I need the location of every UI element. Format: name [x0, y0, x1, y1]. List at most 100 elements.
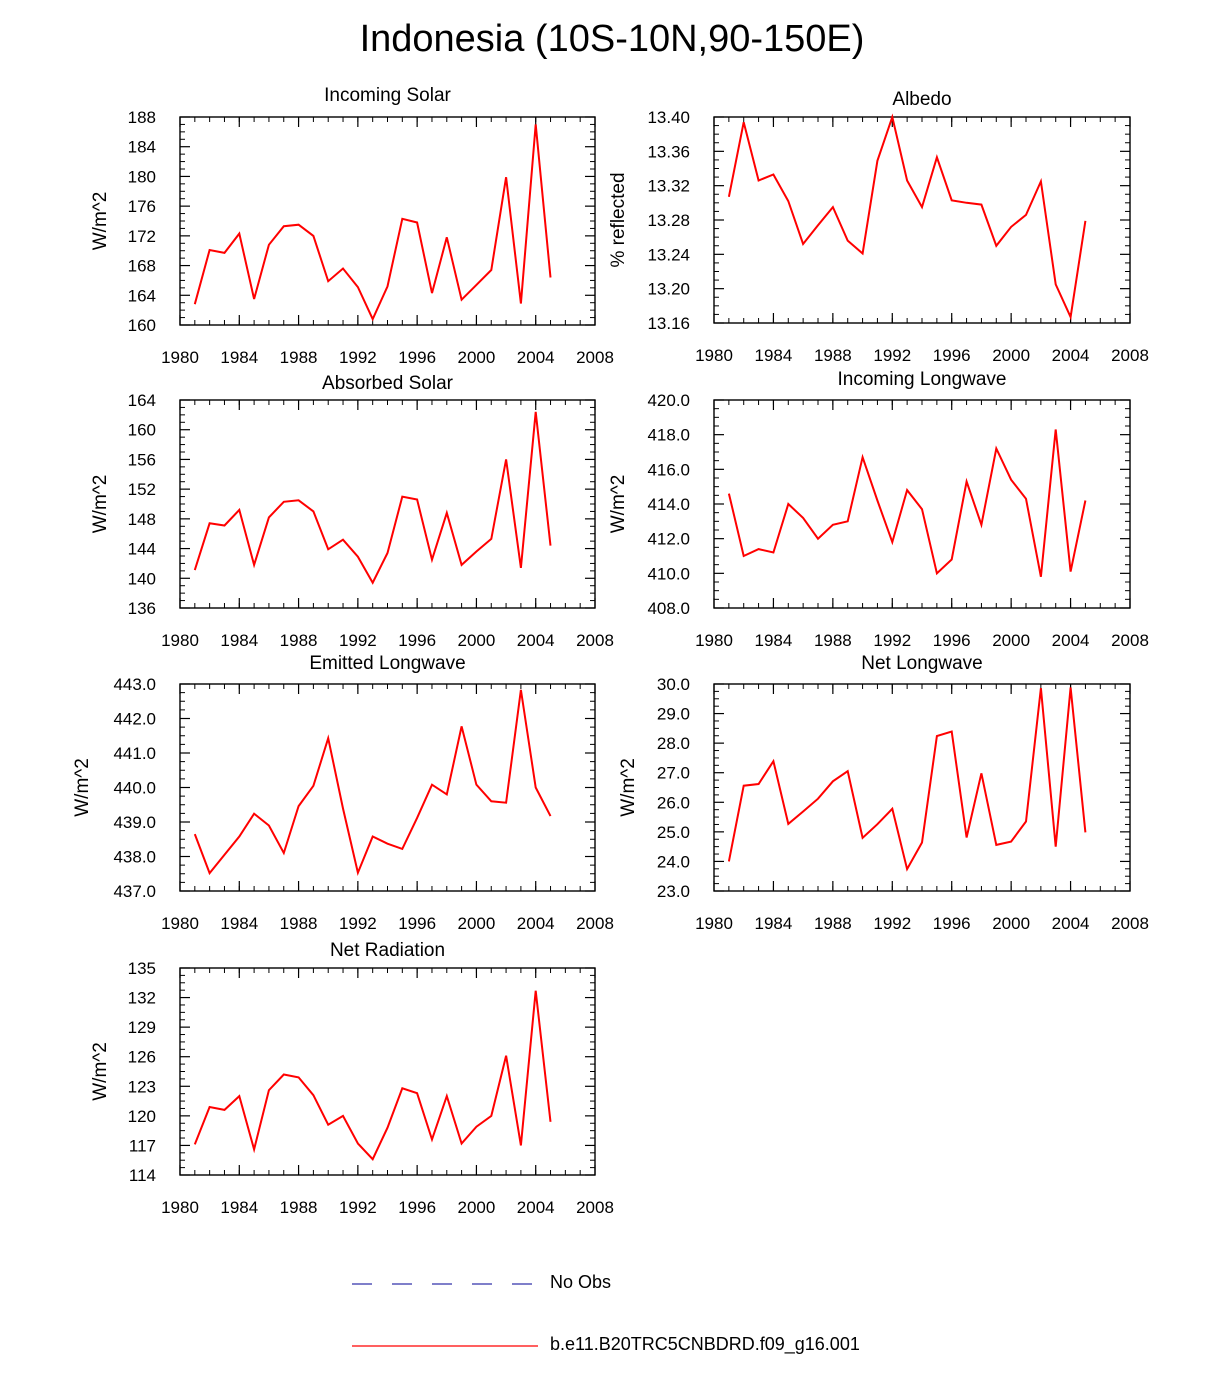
y-tick-label: 442.0 [113, 710, 156, 729]
y-tick-label: 13.20 [647, 280, 690, 299]
x-tick-label: 2004 [1052, 346, 1090, 365]
x-tick-label: 1992 [339, 914, 377, 933]
y-tick-label: 164 [128, 391, 156, 410]
y-axis-label: W/m^2 [72, 758, 93, 817]
x-tick-label: 1996 [398, 914, 436, 933]
x-tick-label: 1980 [695, 914, 733, 933]
y-tick-label: 441.0 [113, 744, 156, 763]
x-tick-label: 2008 [576, 1198, 614, 1217]
x-tick-label: 2008 [1111, 914, 1149, 933]
y-tick-label: 135 [128, 959, 156, 978]
x-tick-label: 1980 [161, 914, 199, 933]
y-tick-label: 437.0 [113, 882, 156, 901]
y-axis-label: W/m^2 [90, 192, 111, 251]
y-tick-label: 160 [128, 421, 156, 440]
x-tick-label: 1980 [161, 631, 199, 650]
x-tick-label: 2004 [517, 1198, 555, 1217]
x-tick-label: 1996 [933, 914, 971, 933]
x-tick-label: 2004 [517, 631, 555, 650]
x-tick-label: 1988 [814, 631, 852, 650]
x-tick-label: 1996 [398, 1198, 436, 1217]
y-tick-label: 176 [128, 197, 156, 216]
x-tick-label: 2000 [458, 914, 496, 933]
x-tick-label: 2004 [517, 348, 555, 367]
x-tick-label: 1980 [161, 348, 199, 367]
y-tick-label: 184 [128, 138, 156, 157]
x-tick-label: 1984 [220, 631, 258, 650]
panel-net-longwave: 1980 1984 1988 1992 1996 2000 2004 2008 23.0 24.0… [618, 653, 1149, 933]
x-tick-label: 1988 [280, 1198, 318, 1217]
y-tick-label: 438.0 [113, 848, 156, 867]
x-tick-label: 2000 [992, 631, 1030, 650]
x-tick-label: 1984 [220, 914, 258, 933]
panel-title: Net Longwave [861, 653, 982, 674]
plot-frame [713, 116, 1131, 324]
series-line [727, 687, 1087, 872]
x-tick-label: 1992 [873, 631, 911, 650]
y-tick-label: 129 [128, 1018, 156, 1037]
series-line [193, 689, 552, 876]
panel-net-radiation: 1980 1984 1988 1992 1996 2000 2004 2008 114 117 12… [90, 940, 614, 1217]
y-tick-label: 152 [128, 480, 156, 499]
y-tick-label: 144 [128, 540, 156, 559]
y-tick-label: 414.0 [647, 495, 690, 514]
y-tick-label: 136 [128, 599, 156, 618]
x-tick-label: 1996 [398, 348, 436, 367]
series-line [193, 411, 552, 585]
y-tick-label: 123 [128, 1077, 156, 1096]
x-tick-label: 1980 [161, 1198, 199, 1217]
y-tick-label: 180 [128, 167, 156, 186]
x-tick-label: 1996 [398, 631, 436, 650]
y-tick-label: 440.0 [113, 779, 156, 798]
legend-dash-swatch [352, 1283, 538, 1285]
series-line [193, 124, 552, 322]
y-tick-label: 117 [129, 1136, 156, 1155]
series-line [727, 113, 1087, 321]
x-tick-label: 1992 [873, 914, 911, 933]
y-tick-label: 25.0 [657, 823, 690, 842]
panel-albedo: 1980 1984 1988 1992 1996 2000 2004 2008 13.16 13.… [608, 89, 1149, 365]
y-axis-label: W/m^2 [90, 475, 111, 534]
y-axis-label: % reflected [608, 172, 629, 267]
y-axis-label: W/m^2 [608, 475, 629, 534]
x-tick-label: 2004 [1052, 914, 1090, 933]
panel-emitted-longwave: 1980 1984 1988 1992 1996 2000 2004 2008 437.0 438… [72, 653, 614, 933]
x-tick-label: 2000 [458, 1198, 496, 1217]
y-tick-label: 172 [128, 227, 156, 246]
panel-incoming-longwave: 1980 1984 1988 1992 1996 2000 2004 2008 408.0 410… [608, 369, 1149, 650]
x-tick-label: 1988 [814, 346, 852, 365]
legend-item-model: b.e11.B20TRC5CNBDRD.f09_g16.001 [350, 1334, 860, 1356]
y-tick-label: 120 [128, 1107, 156, 1126]
y-tick-label: 156 [128, 450, 156, 469]
y-tick-label: 28.0 [657, 734, 690, 753]
x-tick-label: 1992 [873, 346, 911, 365]
y-tick-label: 29.0 [657, 705, 690, 724]
x-tick-label: 1984 [755, 914, 793, 933]
x-tick-label: 1988 [814, 914, 852, 933]
x-tick-label: 2000 [992, 346, 1030, 365]
y-tick-label: 443.0 [113, 675, 156, 694]
x-tick-label: 1980 [695, 346, 733, 365]
panel-title: Incoming Longwave [838, 369, 1007, 390]
x-tick-label: 1988 [280, 631, 318, 650]
y-tick-label: 418.0 [647, 426, 690, 445]
y-tick-label: 168 [128, 257, 156, 276]
x-tick-label: 2000 [992, 914, 1030, 933]
y-tick-label: 420.0 [647, 391, 690, 410]
y-tick-label: 140 [128, 569, 156, 588]
panel-title: Albedo [892, 89, 951, 110]
y-tick-label: 13.32 [647, 177, 690, 196]
x-tick-label: 1980 [695, 631, 733, 650]
panel-absorbed-solar: 1980 1984 1988 1992 1996 2000 2004 2008 136 140 14… [90, 373, 614, 650]
plot-frame [713, 399, 1131, 609]
y-tick-label: 160 [128, 316, 156, 335]
y-tick-label: 114 [129, 1166, 156, 1185]
x-tick-label: 1996 [933, 346, 971, 365]
legend-label-obs: No Obs [550, 1272, 612, 1292]
y-tick-label: 412.0 [647, 530, 690, 549]
x-tick-label: 1984 [220, 1198, 258, 1217]
legend-line-swatch [352, 1345, 538, 1347]
y-tick-label: 13.16 [647, 314, 690, 333]
panel-title: Emitted Longwave [309, 653, 465, 674]
